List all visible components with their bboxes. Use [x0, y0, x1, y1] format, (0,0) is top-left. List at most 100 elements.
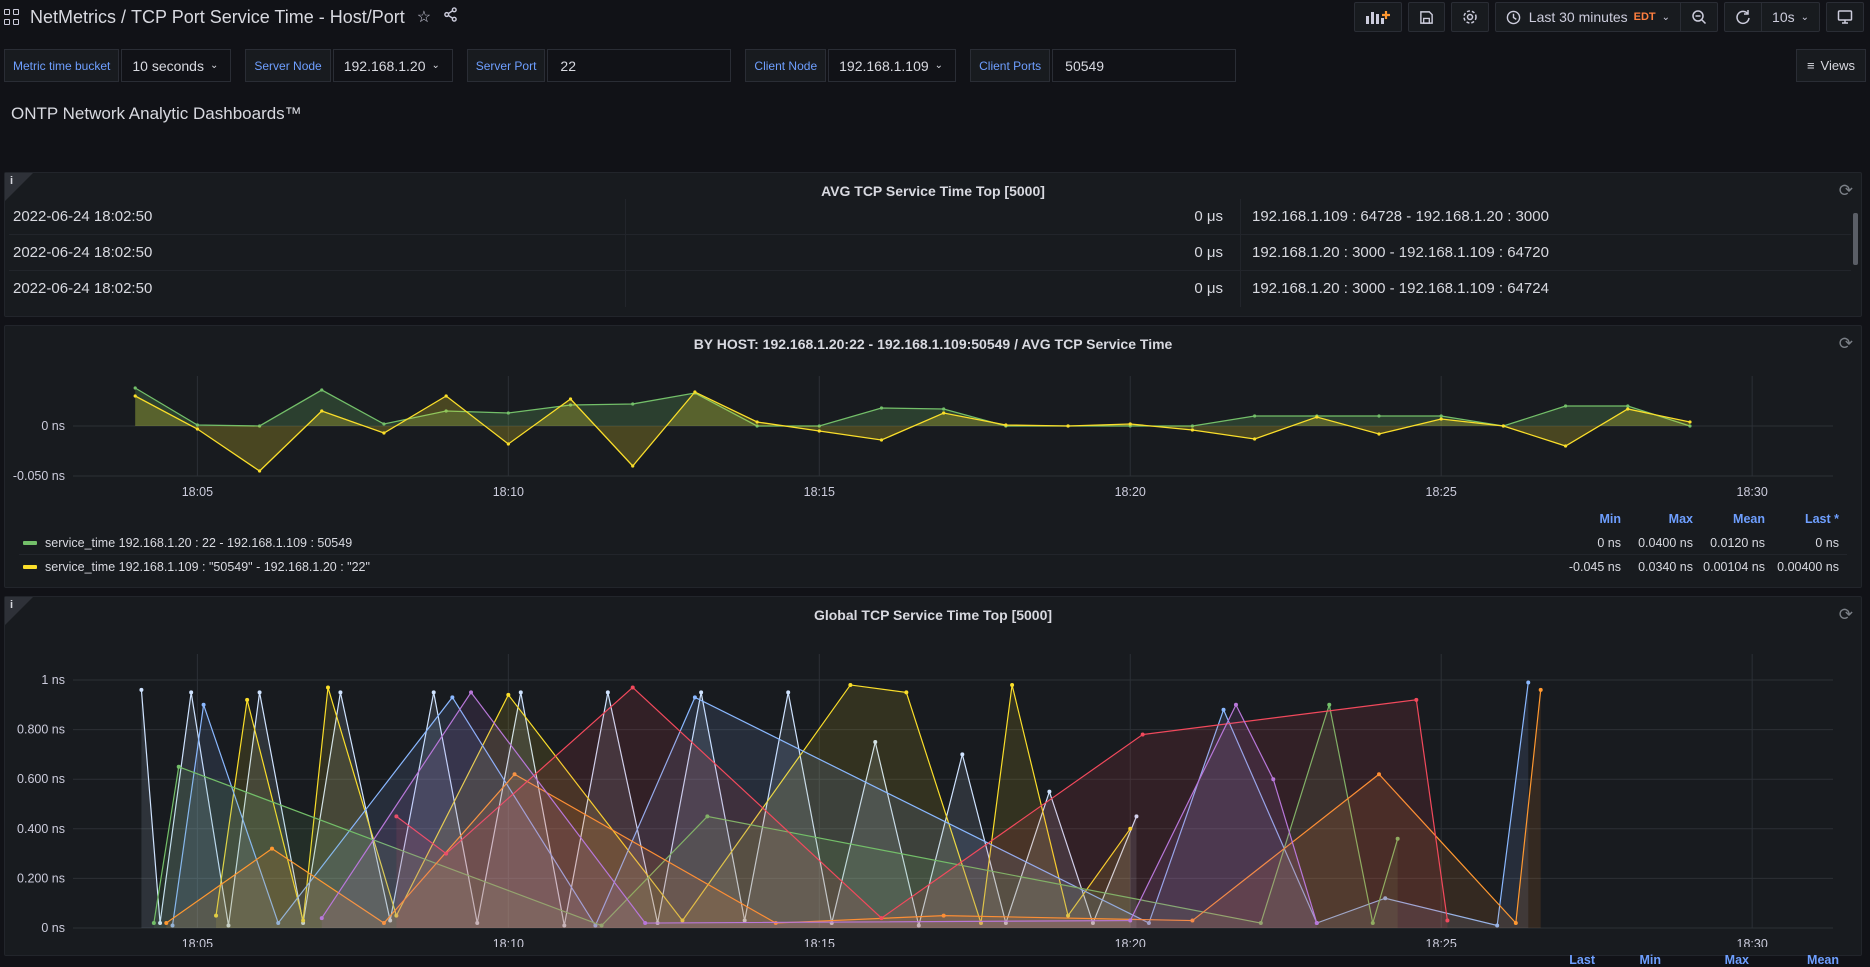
- data-point: [755, 420, 759, 424]
- time-range-label: Last 30 minutes: [1528, 9, 1628, 25]
- info-icon[interactable]: i: [10, 175, 14, 187]
- legend-header-mean[interactable]: Mean: [1807, 953, 1839, 967]
- panel-title[interactable]: BY HOST: 192.168.1.20:22 - 192.168.1.109…: [693, 336, 1173, 352]
- tv-mode-button[interactable]: [1826, 2, 1864, 32]
- data-point: [705, 814, 710, 819]
- data-point: [1090, 921, 1095, 926]
- views-button[interactable]: ≡ Views: [1795, 49, 1866, 82]
- data-point: [1315, 415, 1319, 419]
- data-point: [1414, 697, 1419, 702]
- data-point: [631, 402, 635, 406]
- legend-last: 0.00400 ns: [1777, 560, 1839, 574]
- star-icon[interactable]: ☆: [416, 9, 432, 26]
- data-point: [1190, 428, 1195, 432]
- global-timeseries-panel: i Global TCP Service Time Top [5000] ⟳ 1…: [4, 596, 1863, 967]
- dashboard-title[interactable]: TCP Port Service Time - Host/Port: [131, 6, 405, 27]
- refresh-interval-button[interactable]: 10s ⌄: [1761, 3, 1819, 31]
- data-point: [1501, 424, 1505, 428]
- refresh-interval-label: 10s: [1772, 9, 1795, 25]
- host-chart[interactable]: 18:05 18:10 18:15 18:20 18:25 18:30 0 ns -0.050…: [5, 354, 1863, 529]
- data-point: [214, 913, 219, 918]
- data-point: [1253, 414, 1257, 418]
- data-point: [1314, 921, 1319, 926]
- chevron-down-icon: ⌄: [209, 60, 219, 71]
- variables-bar: Metric time bucket 10 seconds ⌄ Server No…: [4, 49, 1237, 82]
- data-point: [1626, 404, 1630, 408]
- refresh-picker[interactable]: 10s ⌄: [1724, 2, 1820, 32]
- views-label: Views: [1820, 58, 1855, 73]
- cell-time: 2022-06-24 18:02:50: [13, 280, 153, 297]
- refresh-icon[interactable]: ⟳: [1838, 605, 1853, 624]
- var-select-client-node[interactable]: 192.168.1.109 ⌄: [828, 49, 957, 82]
- legend-header-mean[interactable]: Mean: [1733, 512, 1765, 526]
- zoom-out-icon: [1692, 10, 1707, 25]
- data-point: [879, 438, 884, 442]
- data-point: [904, 690, 909, 695]
- chevron-down-icon: ⌄: [1800, 11, 1809, 23]
- info-corner[interactable]: [5, 597, 33, 625]
- data-point: [1377, 772, 1382, 777]
- refresh-icon: [1736, 10, 1750, 25]
- var-select-server-node[interactable]: 192.168.1.20 ⌄: [332, 49, 453, 82]
- legend-header-max[interactable]: Max: [1668, 512, 1693, 526]
- var-select-bucket[interactable]: 10 seconds ⌄: [121, 49, 232, 82]
- panel-title[interactable]: Global TCP Service Time Top [5000]: [813, 607, 1053, 623]
- server-port-input[interactable]: 22: [547, 49, 732, 82]
- data-point: [873, 740, 878, 744]
- data-point: [568, 397, 573, 401]
- data-point: [1395, 836, 1400, 841]
- data-point: [1010, 682, 1015, 687]
- info-corner[interactable]: [5, 173, 33, 201]
- time-picker[interactable]: Last 30 minutes EDT ⌄: [1494, 2, 1719, 32]
- x-tick-label: 18:15: [804, 485, 835, 499]
- legend-mean: 0.00104 ns: [1703, 560, 1765, 574]
- legend-header-last[interactable]: Last *: [1804, 512, 1839, 526]
- data-point: [257, 424, 262, 428]
- data-point: [189, 690, 194, 695]
- data-point: [1377, 432, 1381, 436]
- legend-row[interactable]: service_time 192.168.1.109 : "50549" - 1…: [19, 555, 1847, 579]
- info-icon[interactable]: i: [10, 599, 14, 611]
- cell-value: 0 μs: [1194, 208, 1223, 225]
- data-point: [879, 406, 884, 410]
- legend-header-min[interactable]: Min: [1639, 953, 1661, 967]
- breadcrumb-folder[interactable]: NetMetrics: [30, 6, 117, 27]
- series-area: [216, 684, 1131, 928]
- data-point: [506, 692, 511, 697]
- legend-series-name[interactable]: service_time 192.168.1.109 : "50549" - 1…: [45, 560, 370, 574]
- legend-max: 0.0340 ns: [1638, 560, 1693, 574]
- global-chart[interactable]: 18:05 18:10 18:15 18:20 18:25 18:30 1 ns 0.800 …: [5, 597, 1863, 947]
- data-point: [692, 695, 697, 700]
- panel-title[interactable]: AVG TCP Service Time Top [5000]: [821, 183, 1045, 199]
- y-tick-label: -0.050 ns: [13, 469, 65, 483]
- series-line: [165, 689, 1542, 925]
- data-point: [394, 913, 399, 918]
- legend-header-max[interactable]: Max: [1724, 953, 1749, 967]
- client-ports-input[interactable]: 50549: [1052, 49, 1237, 82]
- data-point: [382, 422, 386, 426]
- x-tick-label: 18:15: [804, 937, 835, 947]
- apps-icon[interactable]: [4, 9, 20, 25]
- refresh-icon[interactable]: ⟳: [1838, 181, 1853, 200]
- table-scrollbar[interactable]: [1853, 213, 1858, 265]
- legend-header-min[interactable]: Min: [1599, 512, 1621, 526]
- share-icon[interactable]: [443, 7, 458, 27]
- column-divider: [1240, 235, 1241, 271]
- refresh-icon[interactable]: ⟳: [1838, 334, 1853, 353]
- y-tick-label: 0.800 ns: [17, 723, 65, 737]
- time-range-button[interactable]: Last 30 minutes EDT ⌄: [1496, 3, 1680, 31]
- legend-mean: 0.0120 ns: [1710, 536, 1765, 550]
- data-point: [382, 431, 386, 435]
- data-point: [1233, 702, 1238, 707]
- x-tick-label: 18:20: [1115, 485, 1146, 499]
- refresh-button[interactable]: [1725, 3, 1761, 31]
- add-panel-button[interactable]: [1353, 2, 1402, 32]
- save-dashboard-button[interactable]: [1407, 2, 1445, 32]
- table-row: 2022-06-24 18:02:50 0 μs 192.168.1.109 :…: [9, 199, 1851, 235]
- var-label-client-ports: Client Ports: [970, 49, 1051, 82]
- data-point: [1134, 814, 1139, 819]
- legend-series-name[interactable]: service_time 192.168.1.20 : 22 - 192.168…: [45, 536, 353, 550]
- dashboard-settings-button[interactable]: [1450, 2, 1489, 32]
- legend-row[interactable]: service_time 192.168.1.20 : 22 - 192.168…: [19, 531, 1847, 555]
- zoom-out-button[interactable]: [1680, 3, 1717, 31]
